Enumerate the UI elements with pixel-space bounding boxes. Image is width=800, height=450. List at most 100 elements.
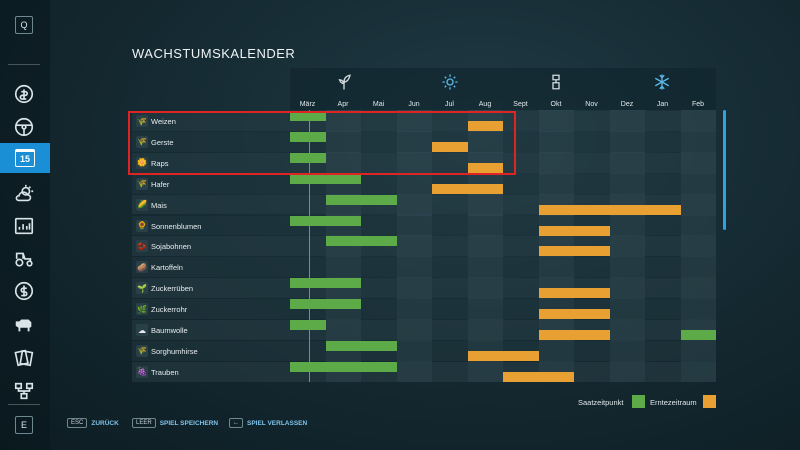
crop-row[interactable] [132,320,716,340]
month-label: Jul [445,101,454,108]
harvest-bar [538,225,610,236]
sidebar-divider [8,64,40,65]
harvest-bar [467,162,503,173]
harvest-bar [432,141,468,152]
harvest-bar [538,330,610,340]
harvest-bar [503,371,574,382]
month-label: Jun [408,101,420,108]
summer-icon [440,72,460,92]
crop-name: Sojabohnen [151,242,192,252]
crop-row[interactable] [132,278,716,299]
month-label: Aug [478,101,492,108]
crop-icon: 🌽 [136,198,148,211]
crop-row[interactable] [132,131,716,152]
next-page-key[interactable]: E [15,416,33,434]
quit-game-button[interactable]: ← SPIEL VERLASSEN [229,418,307,428]
harvest-bar [467,350,539,361]
harvest-bar [432,183,503,194]
legend-harvest-swatch [703,395,716,408]
production-icon[interactable] [10,377,38,405]
sowing-bar [290,320,326,330]
crop-icon: 🌼 [136,156,148,169]
autumn-icon [546,72,566,92]
weather-icon[interactable] [10,180,38,208]
month-label: März [299,101,316,108]
crop-row[interactable] [132,111,716,131]
sowing-bar [325,340,397,351]
crop-row[interactable] [132,257,716,278]
crop-name: Sorghumhirse [151,346,198,356]
back-button[interactable]: ESC ZURÜCK [67,418,119,428]
crop-icon: 🌾 [136,344,148,357]
sowing-bar [290,278,361,289]
crop-row[interactable] [132,236,716,257]
back-label: ZURÜCK [91,419,119,427]
month-label: Okt [550,101,562,108]
scrollbar[interactable] [723,110,726,230]
save-game-button[interactable]: LEER SPIEL SPEICHERN [132,418,218,428]
crop-name: Trauben [151,367,179,377]
crop-name: Gerste [151,137,174,147]
crop-icon: ☁ [136,324,148,336]
harvest-bar [538,288,610,299]
harvest-bar [467,121,503,131]
crop-icon: 🌾 [136,177,148,190]
sowing-bar [290,131,326,142]
crop-icon: 🍇 [136,365,148,378]
crop-name: Kartoffeln [151,263,183,273]
prev-page-key[interactable]: Q [15,16,33,34]
legend-sow-swatch [632,395,645,408]
harvest-bar [538,246,610,257]
crop-icon: 🌾 [136,135,148,148]
sowing-bar [290,215,361,226]
crop-icon: 🌱 [136,282,148,295]
crop-icon: 🌻 [136,219,148,232]
crop-icon: 🌾 [136,115,148,127]
sowing-bar [290,299,361,310]
sowing-bar [290,361,397,372]
crop-icon: 🥔 [136,261,148,274]
crop-name: Baumwolle [151,326,188,335]
crop-name: Zuckerrüben [151,284,194,294]
sidebar-divider [8,404,40,405]
calendar-header [290,68,716,110]
sowing-bar [290,111,326,121]
page-title: WACHSTUMSKALENDER [132,46,296,61]
selection-highlight [128,111,516,175]
crop-name: Sonnenblumen [151,221,202,231]
statistics-icon[interactable] [10,212,38,240]
month-label: Dez [620,101,634,108]
quit-key: ← [229,418,243,428]
crop-name: Raps [151,158,169,168]
sowing-bar [290,152,326,163]
prices-icon[interactable] [10,80,38,108]
current-date-line [309,110,310,382]
vehicles-icon[interactable] [10,113,38,141]
sowing-bar [290,173,361,184]
harvest-bar [538,309,610,320]
month-label: Apr [337,101,349,108]
crop-row[interactable] [132,215,716,236]
crop-name: Mais [151,200,167,210]
crop-row[interactable] [132,299,716,319]
legend-harvest-label: Erntezeitraum [650,398,697,407]
contracts-icon[interactable] [10,344,38,372]
spring-icon [334,72,354,92]
crop-row[interactable] [132,361,716,382]
harvest-bar [538,204,681,215]
sidebar: Q 15 E [0,0,50,450]
sowing-bar [680,330,716,340]
crop-row[interactable] [132,152,716,173]
crop-name: Hafer [151,179,170,189]
month-label: Mai [372,101,385,108]
calendar-icon[interactable]: 15 [0,143,50,173]
month-label: Sept [513,101,528,108]
sowing-bar [325,194,397,205]
legend-sow-label: Saatzeitpunkt [578,398,624,407]
finances-icon[interactable] [10,277,38,305]
tractor-icon[interactable] [10,244,38,272]
animals-icon[interactable] [10,311,38,339]
crop-row[interactable] [132,340,716,361]
month-label: Nov [585,101,598,108]
crop-row[interactable] [132,173,716,194]
